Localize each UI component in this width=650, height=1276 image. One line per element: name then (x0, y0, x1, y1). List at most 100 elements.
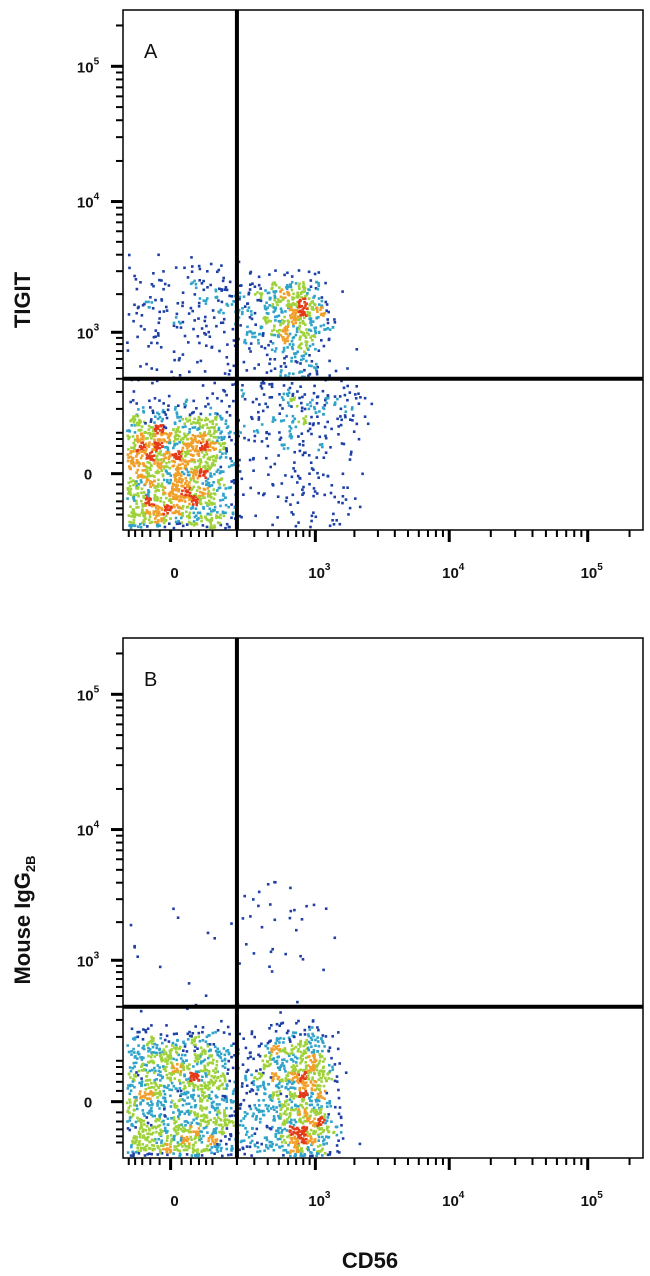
event-dot (142, 409, 145, 413)
event-dot (223, 1066, 227, 1069)
event-dot (337, 425, 340, 428)
event-dot (198, 431, 202, 435)
event-dot (294, 1131, 298, 1135)
event-dot (245, 1091, 248, 1095)
event-dot (310, 1099, 313, 1103)
event-dot (288, 283, 292, 286)
event-dot (300, 409, 304, 413)
event-dot (299, 1068, 302, 1072)
event-dot (227, 1119, 231, 1122)
event-dot (133, 464, 136, 468)
event-dot (256, 1108, 259, 1112)
event-dot (231, 327, 235, 331)
event-dot (305, 904, 308, 908)
event-dot (211, 446, 215, 450)
event-dot (295, 305, 299, 309)
event-dot (288, 1120, 291, 1124)
event-dot (308, 317, 311, 320)
event-dot (188, 1063, 191, 1066)
event-dot (313, 1064, 317, 1068)
event-dot (303, 1119, 306, 1123)
event-dot (177, 450, 180, 453)
event-dot (265, 321, 268, 325)
event-dot (273, 309, 277, 312)
event-dot (140, 1058, 144, 1061)
event-dot (211, 1140, 214, 1143)
event-dot (277, 1048, 280, 1051)
event-dot (162, 287, 165, 291)
event-dot (185, 1148, 189, 1152)
event-dot (309, 1081, 313, 1084)
event-dot (207, 448, 211, 452)
event-dot (271, 304, 274, 308)
event-dot (231, 1066, 235, 1070)
event-dot (305, 346, 309, 350)
event-dot (177, 1117, 181, 1121)
event-dot (305, 1071, 309, 1074)
event-dot (274, 1084, 278, 1088)
event-dot (315, 370, 319, 373)
plot-frame (122, 637, 644, 1159)
event-dot (153, 441, 156, 444)
event-dot (206, 445, 209, 449)
event-dot (128, 520, 131, 524)
event-dot (146, 1097, 149, 1100)
event-dot (210, 426, 213, 429)
event-dot (302, 331, 306, 335)
event-dot (252, 1057, 255, 1061)
event-dot (156, 469, 159, 473)
event-dot (198, 500, 202, 503)
event-dot (219, 478, 222, 482)
event-dot (176, 1063, 179, 1066)
event-dot (214, 412, 217, 415)
event-dot (298, 443, 301, 446)
event-dot (138, 1135, 142, 1139)
event-dot (187, 445, 191, 448)
event-dot (243, 305, 247, 308)
event-dot (315, 306, 318, 309)
event-dot (176, 416, 179, 419)
event-dot (303, 1072, 306, 1076)
event-dot (317, 271, 321, 274)
event-dot (286, 1078, 289, 1081)
event-dot (299, 1091, 302, 1094)
event-dot (185, 1139, 189, 1143)
event-dot (259, 1117, 262, 1121)
event-dot (315, 1154, 318, 1158)
event-dot (262, 382, 266, 385)
event-dot (320, 1076, 323, 1080)
event-dot (151, 307, 155, 310)
event-dot (217, 299, 220, 302)
event-dot (139, 1090, 142, 1093)
event-dot (150, 504, 154, 508)
event-dot (293, 313, 297, 317)
event-dot (217, 268, 221, 272)
event-dot (158, 965, 162, 969)
event-dot (249, 330, 253, 334)
event-dot (279, 307, 283, 310)
event-dot (163, 439, 167, 443)
event-dot (227, 486, 231, 490)
event-dot (273, 291, 276, 294)
event-dot (281, 1144, 284, 1148)
event-dot (223, 1077, 227, 1081)
event-dot (285, 284, 289, 287)
event-dot (268, 1051, 271, 1054)
event-dot (171, 485, 174, 489)
event-dot (211, 440, 215, 443)
event-dot (295, 1021, 298, 1025)
event-dot (228, 1079, 231, 1083)
event-dot (269, 1039, 272, 1043)
event-dot (192, 399, 195, 403)
event-dot (283, 315, 286, 319)
event-dot (243, 1111, 247, 1114)
event-dot (242, 1117, 245, 1120)
event-dot (187, 494, 191, 497)
event-dot (315, 1152, 319, 1155)
event-dot (174, 509, 178, 513)
event-dot (216, 1053, 219, 1057)
event-dot (312, 1148, 316, 1151)
event-dot (295, 1076, 299, 1079)
